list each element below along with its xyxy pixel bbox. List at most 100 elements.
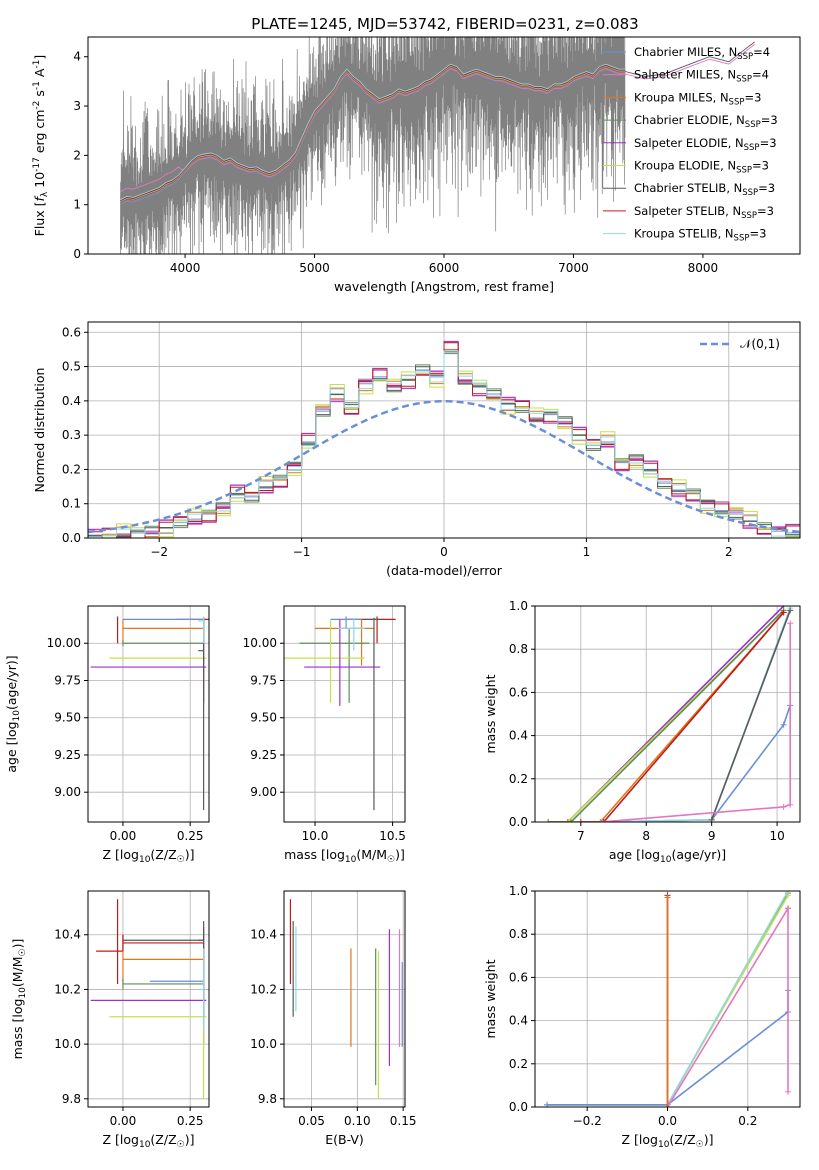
y-tick-label: 0: [73, 247, 81, 261]
weight-marker: [567, 819, 574, 822]
y-tick-label: 10.00: [47, 636, 81, 650]
weight-vs-metallicity-panel: −0.2 0.0 0.2 0.0 0.2 0.4 0.6 0.8 1.0 Z [log10​(Z/…: [483, 884, 801, 1150]
weight-marker: [780, 721, 787, 728]
y-tick-label: 10.4: [250, 928, 277, 942]
legend-label: Salpeter STELIB, NSSP=3: [634, 204, 774, 221]
y-tick-label: 0.2: [509, 1057, 528, 1071]
weight-marker: [787, 620, 794, 627]
y-tick-label: 0.4: [509, 1014, 528, 1028]
x-tick-label: 0.25: [177, 829, 204, 843]
weight-marker: [780, 803, 787, 810]
y-tick-label: 1.0: [509, 599, 528, 613]
y-tick-label: 9.00: [250, 785, 277, 799]
y-tick-label: 4: [73, 50, 81, 64]
model-extension-chabrier_stelib: [625, 41, 755, 77]
x-axis-label: Z [log10​(Z/Z☉​)]: [621, 1132, 713, 1150]
y-tick-label: 9.25: [250, 748, 277, 762]
weight-line-kroupa_miles: [567, 611, 785, 822]
y-tick-label: 0.3: [62, 428, 81, 442]
weight-marker: [545, 819, 552, 822]
x-axis-label: age [log10​(age/yr)]: [609, 847, 726, 865]
plot-area: [289, 899, 403, 1099]
y-tick-label: 10.00: [243, 636, 277, 650]
normal-distribution-curve: [88, 399, 800, 534]
x-axis-label: mass [log10​(M/M☉​)]: [284, 847, 405, 865]
axes-frame: [87, 605, 210, 823]
model-spectrum-kroupa_stelib: [120, 63, 626, 201]
y-axis-label: Flux [fλ​ 10-17​ erg cm-2​ s-1​ A-1​]: [32, 55, 50, 237]
x-tick-label: 5000: [299, 261, 330, 275]
model-spectrum-salpeter_elodie: [120, 66, 626, 203]
legend-label: Salpeter MILES, NSSP=4: [634, 68, 769, 85]
y-tick-label: 9.25: [54, 748, 81, 762]
y-tick-label: 0.8: [509, 642, 528, 656]
y-tick-label: 1: [73, 198, 81, 212]
legend-label: Kroupa MILES, NSSP=3: [634, 90, 761, 107]
y-tick-label: 0.6: [62, 325, 81, 339]
x-tick-label: 10.5: [379, 829, 406, 843]
y-tick-label: 0.1: [62, 497, 81, 511]
y-axis-label: Normed distribution: [32, 368, 47, 493]
plot-area: [284, 616, 396, 811]
weight-marker: [787, 607, 794, 614]
x-tick-label: 7: [577, 829, 585, 843]
legend-label: Chabrier STELIB, NSSP=3: [634, 181, 775, 198]
y-axis-label: mass weight: [483, 674, 498, 753]
y-tick-label: 0.8: [509, 927, 528, 941]
legend-label: Salpeter ELODIE, NSSP=3: [634, 136, 777, 153]
mass-vs-metallicity-panel: 0.00 0.25 9.8 10.0 10.2 10.4 Z [log10​(Z/Z☉​)]…: [10, 890, 210, 1150]
x-tick-label: 7000: [558, 261, 589, 275]
weight-marker: [600, 819, 607, 822]
y-tick-label: 0.0: [509, 815, 528, 829]
weight-marker: [784, 891, 791, 894]
weight-marker: [664, 1104, 671, 1107]
residual-histogram-kroupa_stelib: [88, 350, 800, 538]
y-tick-label: 0.5: [62, 360, 81, 374]
x-tick-label: 10: [769, 829, 784, 843]
model-spectrum-chabrier_stelib: [120, 64, 626, 202]
x-tick-label: 0.00: [110, 829, 137, 843]
y-axis-label: mass weight: [483, 959, 498, 1038]
weight-marker: [787, 801, 794, 808]
weight-marker: [577, 819, 584, 822]
observed-spectrum: [120, 37, 626, 254]
legend-label: Chabrier MILES, NSSP=4: [634, 45, 770, 62]
legend-label: Kroupa STELIB, NSSP=3: [634, 227, 766, 244]
weight-marker: [564, 819, 571, 822]
x-tick-label: 8: [642, 829, 650, 843]
weight-line-salpeter_elodie: [548, 606, 785, 822]
y-tick-label: 9.50: [250, 711, 277, 725]
legend-label: Chabrier ELODIE, NSSP=3: [634, 113, 778, 130]
x-tick-label: −2: [150, 545, 168, 559]
model-spectrum-kroupa_elodie: [120, 65, 626, 202]
x-tick-label: −0.2: [573, 1114, 602, 1128]
y-tick-label: 9.00: [54, 785, 81, 799]
x-tick-label: 2: [725, 545, 733, 559]
figure-title: PLATE=1245, MJD=53742, FIBERID=0231, z=0…: [251, 15, 638, 33]
x-tick-label: 0.00: [110, 1114, 137, 1128]
x-axis-label: wavelength [Angstrom, rest frame]: [334, 279, 554, 294]
weight-marker: [780, 609, 787, 616]
y-tick-label: 0.4: [509, 729, 528, 743]
x-tick-label: 0.05: [298, 1114, 325, 1128]
weight-vs-age-panel: 7 8 9 10 0.0 0.2 0.4 0.6 0.8 1.0 age [log10​(age/y…: [483, 599, 801, 865]
x-axis-label: Z [log10​(Z/Z☉​)]: [102, 1132, 194, 1150]
x-tick-label: 0: [440, 545, 448, 559]
y-tick-label: 10.2: [250, 982, 277, 996]
weight-marker: [784, 905, 791, 912]
x-tick-label: 0.2: [738, 1114, 757, 1128]
y-tick-label: 9.75: [54, 673, 81, 687]
spectrum-panel: Chabrier MILES, NSSP=4 Salpeter MILES, NS…: [32, 36, 801, 294]
mass-vs-ebv-panel: 0.05 0.10 0.15 9.8 10.0 10.2 10.4 E(B-V): [250, 890, 417, 1147]
weight-line-chabrier_elodie: [548, 609, 785, 822]
y-tick-label: 10.0: [250, 1037, 277, 1051]
x-tick-label: 0.0: [658, 1114, 677, 1128]
x-tick-label: 6000: [429, 261, 460, 275]
age-vs-metallicity-panel: 0.00 0.25 9.00 9.25 9.50 9.75 10.00 Z [log10​(Z…: [4, 605, 210, 865]
y-tick-label: 0.0: [62, 531, 81, 545]
residuals-panel: 𝒩(0,1) −2 −1 0 1 2 0.0 0.1 0.2 0.3 0.4 0.5 0.6 (data-…: [32, 321, 801, 578]
y-tick-label: 0.2: [509, 772, 528, 786]
y-tick-label: 10.2: [54, 982, 81, 996]
weight-line-salpeter_miles: [600, 623, 792, 822]
x-tick-label: −1: [293, 545, 311, 559]
